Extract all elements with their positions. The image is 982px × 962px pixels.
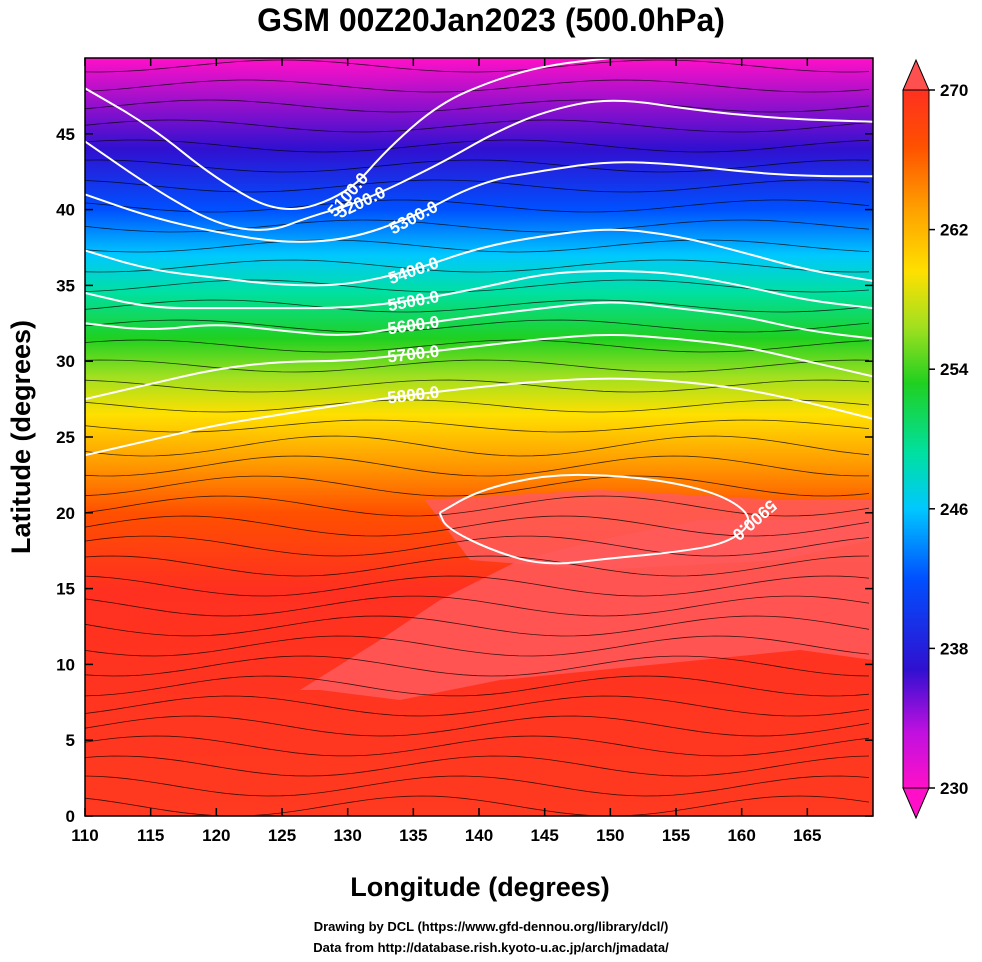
colorbar-max-arrow <box>902 58 930 91</box>
map-figure: 5100.05200.05300.05400.05500.05600.05700… <box>6 57 969 902</box>
x-tick-label: 140 <box>465 826 493 845</box>
x-tick-label: 115 <box>137 826 164 845</box>
x-tick-label: 145 <box>530 826 558 845</box>
y-tick-label: 40 <box>56 201 75 220</box>
chart-title: GSM 00Z20Jan2023 (500.0hPa) <box>257 2 725 38</box>
x-tick-label: 150 <box>596 826 624 845</box>
credit-data: Data from http://database.rish.kyoto-u.a… <box>313 940 669 955</box>
x-axis-label: Longitude (degrees) <box>350 872 610 902</box>
colorbar-tick-label: 254 <box>940 360 969 379</box>
y-tick-label: 45 <box>56 125 75 144</box>
contour-line <box>85 334 873 401</box>
x-tick-label: 165 <box>793 826 821 845</box>
temperature-field <box>85 58 873 816</box>
x-tick-label: 160 <box>727 826 755 845</box>
contour-line <box>85 270 873 310</box>
colorbar-tick-label: 230 <box>940 779 968 798</box>
colorbar-tick-label: 238 <box>940 639 968 658</box>
x-tick-label: 155 <box>662 826 690 845</box>
x-tick-label: 120 <box>202 826 230 845</box>
contour-line <box>85 58 611 210</box>
y-axis-label: Latitude (degrees) <box>6 320 36 554</box>
y-tick-label: 35 <box>56 276 75 295</box>
y-tick-label: 20 <box>56 504 75 523</box>
colorbar-min-arrow <box>902 787 930 820</box>
credit-drawing: Drawing by DCL (https://www.gfd-dennou.o… <box>313 919 669 934</box>
y-tick-label: 5 <box>66 731 75 750</box>
contour-line <box>85 99 873 231</box>
contour-line <box>85 301 873 340</box>
contour-line <box>85 377 873 457</box>
credits: Drawing by DCL (https://www.gfd-dennou.o… <box>0 916 982 958</box>
x-tick-label: 135 <box>399 826 427 845</box>
y-tick-label: 30 <box>56 352 75 371</box>
colorbar-tick-label: 246 <box>940 500 968 519</box>
y-axis: 0 5 10 15 20 25 30 35 40 45 <box>56 125 873 826</box>
colorbar-tick-label: 262 <box>940 221 968 240</box>
contour-line <box>85 161 873 243</box>
y-tick-label: 25 <box>56 428 75 447</box>
contour-line <box>85 228 873 287</box>
x-axis: 110 115 120 125 130 135 140 145 150 155 160 165 <box>71 58 822 845</box>
colorbar: 230 238 246 254 262 270 <box>902 58 969 820</box>
y-tick-label: 0 <box>66 807 75 826</box>
x-tick-label: 125 <box>268 826 296 845</box>
y-tick-label: 15 <box>56 580 75 599</box>
x-tick-label: 110 <box>71 826 98 845</box>
colorbar-tick-label: 270 <box>940 81 968 100</box>
y-tick-label: 10 <box>56 655 75 674</box>
contour-line <box>438 473 750 565</box>
x-tick-label: 130 <box>333 826 361 845</box>
